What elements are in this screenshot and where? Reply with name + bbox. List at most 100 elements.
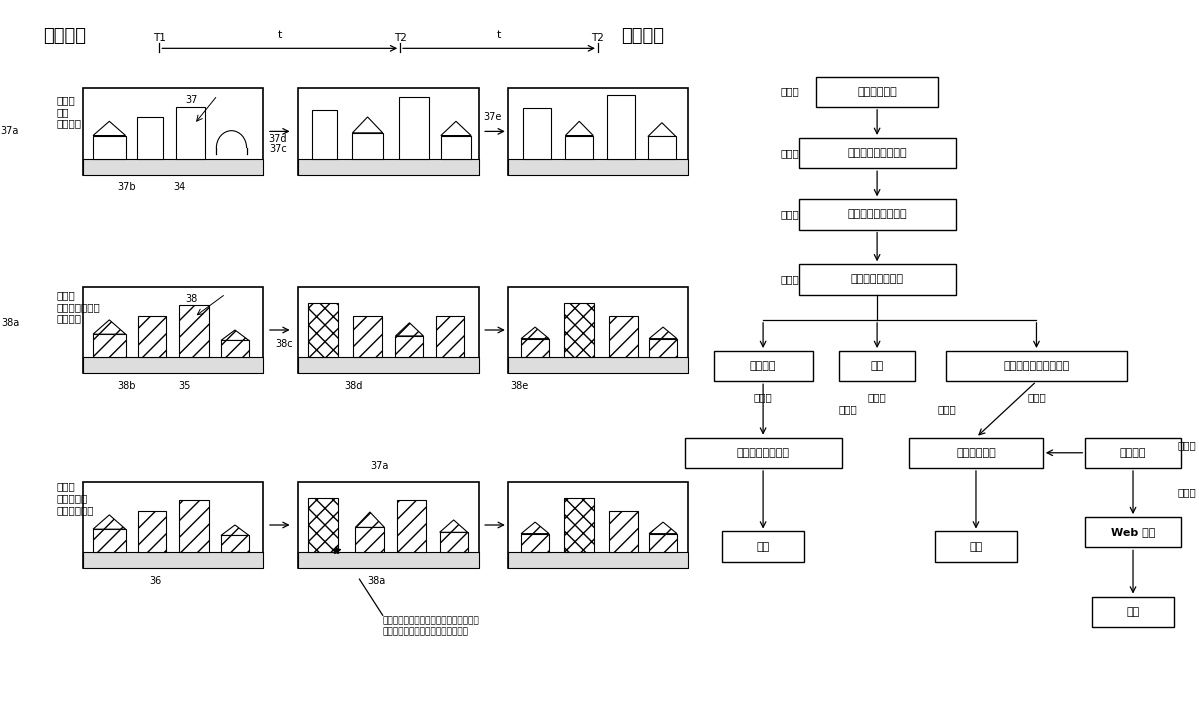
- Bar: [799, 265, 956, 294]
- Text: （ホ）: （ホ）: [754, 392, 772, 402]
- Polygon shape: [440, 520, 468, 532]
- Bar: [440, 532, 468, 552]
- Text: Web 表示: Web 表示: [1110, 527, 1155, 537]
- Bar: [397, 500, 427, 552]
- Text: 完了: 完了: [969, 542, 983, 552]
- Bar: [607, 95, 635, 159]
- Polygon shape: [649, 522, 677, 534]
- Text: 37e: 37e: [483, 112, 502, 122]
- Bar: [94, 136, 126, 159]
- Bar: [507, 481, 688, 568]
- Polygon shape: [647, 123, 676, 136]
- Text: 34: 34: [173, 182, 186, 192]
- Bar: [83, 286, 264, 373]
- Bar: [176, 107, 205, 159]
- Bar: [299, 481, 478, 568]
- Bar: [935, 531, 1017, 562]
- Bar: [649, 339, 677, 357]
- Bar: [353, 133, 382, 159]
- Bar: [83, 552, 264, 568]
- Text: 37c: 37c: [269, 144, 287, 154]
- Text: （チ）: （チ）: [838, 405, 857, 415]
- Text: （ル）: （ル）: [1177, 487, 1195, 497]
- Text: （イ）: （イ）: [781, 87, 800, 96]
- Bar: [179, 305, 210, 357]
- Bar: [83, 357, 264, 373]
- Text: （ヌ）: （ヌ）: [1177, 441, 1195, 450]
- Bar: [713, 351, 813, 381]
- Text: 37a: 37a: [1, 126, 19, 136]
- Bar: [507, 88, 688, 175]
- Bar: [1085, 517, 1181, 547]
- Text: 38d: 38d: [344, 381, 363, 391]
- Text: 38b: 38b: [118, 381, 135, 391]
- Bar: [565, 303, 595, 357]
- Text: T1: T1: [153, 33, 165, 43]
- Bar: [507, 552, 688, 568]
- Bar: [436, 315, 464, 357]
- Bar: [137, 117, 163, 159]
- Bar: [799, 199, 956, 230]
- Bar: [507, 357, 688, 373]
- Bar: [799, 138, 956, 168]
- Bar: [609, 510, 638, 552]
- Bar: [308, 303, 338, 357]
- Polygon shape: [353, 117, 382, 133]
- Bar: [299, 88, 478, 175]
- Bar: [685, 438, 842, 468]
- Text: 35: 35: [179, 381, 191, 391]
- Text: 38a: 38a: [368, 576, 386, 586]
- Bar: [299, 159, 478, 175]
- Polygon shape: [522, 327, 549, 339]
- Polygon shape: [441, 121, 471, 136]
- Bar: [399, 97, 429, 159]
- Polygon shape: [649, 327, 677, 339]
- Text: t: t: [277, 30, 282, 40]
- Bar: [138, 510, 167, 552]
- Bar: [1085, 438, 1181, 468]
- Bar: [524, 108, 552, 159]
- Text: （ロ）: （ロ）: [781, 148, 800, 158]
- Text: 図面上の始点の指定: 図面上の始点の指定: [848, 148, 906, 158]
- Bar: [839, 351, 915, 381]
- Text: （ヘ）: （ヘ）: [868, 392, 886, 402]
- Polygon shape: [94, 121, 126, 136]
- Bar: [522, 534, 549, 552]
- Bar: [946, 351, 1127, 381]
- Text: 目標被写体の出現: 目標被写体の出現: [736, 448, 790, 457]
- Text: T2: T2: [393, 33, 406, 43]
- Bar: [441, 136, 471, 159]
- Text: 37a: 37a: [370, 461, 388, 471]
- Text: 38e: 38e: [510, 381, 529, 391]
- Text: （ニ）: （ニ）: [781, 275, 800, 284]
- Bar: [138, 315, 167, 357]
- Text: T2: T2: [591, 33, 604, 43]
- Bar: [507, 159, 688, 175]
- Polygon shape: [355, 512, 385, 527]
- Bar: [649, 534, 677, 552]
- Text: 【図３】: 【図３】: [43, 27, 86, 45]
- Bar: [1092, 597, 1174, 627]
- Text: 36: 36: [150, 576, 162, 586]
- Text: 一連の
映像
フレーム: 一連の 映像 フレーム: [58, 95, 82, 128]
- Text: 映像再生: 映像再生: [749, 361, 776, 371]
- Bar: [179, 500, 210, 552]
- Bar: [565, 498, 595, 552]
- Bar: [221, 341, 249, 357]
- Text: システムスタート: システムスタート: [850, 275, 904, 284]
- Text: 一連の
リンクレイヤー
フレーム: 一連の リンクレイヤー フレーム: [58, 290, 101, 323]
- Polygon shape: [522, 522, 549, 534]
- Text: クリック: クリック: [1120, 448, 1146, 457]
- Polygon shape: [221, 330, 249, 341]
- Text: 一連の
リンク付き
映像フレーム: 一連の リンク付き 映像フレーム: [58, 481, 95, 515]
- Polygon shape: [94, 515, 126, 529]
- Bar: [817, 77, 938, 107]
- Text: （ト）: （ト）: [1028, 392, 1046, 402]
- Text: リンクレイヤーの再生: リンクレイヤーの再生: [1004, 361, 1070, 371]
- Bar: [83, 159, 264, 175]
- Text: 38a: 38a: [1, 318, 19, 328]
- Bar: [507, 286, 688, 373]
- Text: （リ）: （リ）: [938, 405, 957, 415]
- Text: 38: 38: [185, 294, 197, 304]
- Text: 37b: 37b: [118, 182, 137, 192]
